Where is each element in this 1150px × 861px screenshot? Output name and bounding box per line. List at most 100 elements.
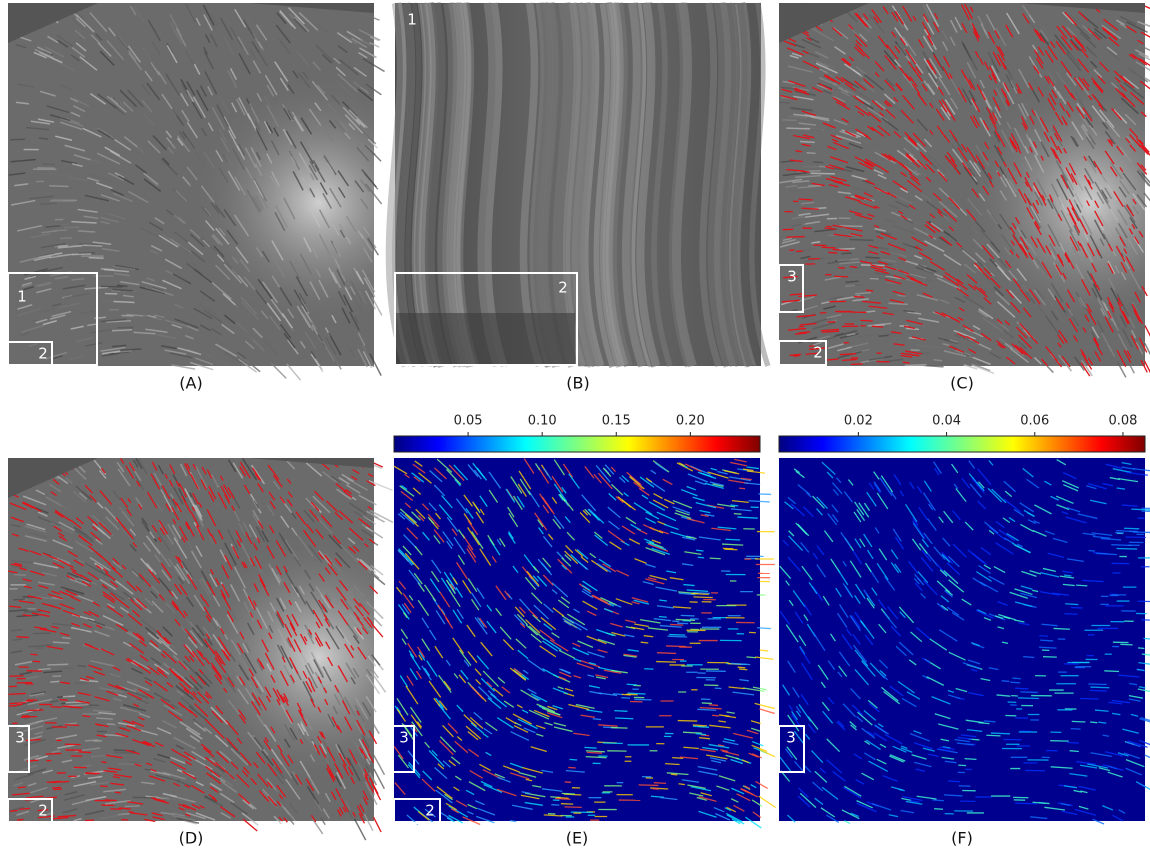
- streak: [657, 653, 676, 654]
- detected-fibril: [17, 819, 24, 820]
- fibril: [60, 238, 72, 239]
- fibril: [63, 696, 75, 697]
- streak: [1012, 678, 1020, 679]
- figure: 12(A)12(B)32(C)32(D)32(E)0.050.100.150.2…: [0, 0, 1150, 861]
- streak: [712, 715, 719, 716]
- colorbar-tick-label: 0.15: [602, 414, 631, 429]
- streak: [641, 642, 649, 643]
- detected-fibril: [110, 809, 121, 810]
- colorbar-tick-label: 0.20: [676, 414, 705, 429]
- fibril: [113, 302, 134, 303]
- streak: [1071, 729, 1081, 730]
- detected-fibril: [31, 654, 38, 655]
- panel-label: 1: [407, 11, 417, 29]
- fibril: [112, 330, 132, 331]
- detected-fibril: [860, 320, 872, 321]
- streak: [1080, 698, 1099, 699]
- detected-fibril: [105, 800, 117, 801]
- detected-fibril: [100, 786, 108, 787]
- streak: [1104, 671, 1119, 672]
- streak: [666, 646, 686, 647]
- streak: [1067, 742, 1079, 743]
- detected-fibril: [828, 252, 837, 253]
- streak: [1138, 648, 1144, 649]
- streak: [760, 650, 769, 651]
- fibril: [786, 128, 809, 129]
- fibril: [58, 245, 68, 246]
- detected-fibril: [51, 707, 62, 708]
- fibril: [811, 173, 835, 174]
- fibril: [48, 188, 74, 189]
- detected-fibril: [786, 237, 804, 238]
- streak: [1120, 644, 1132, 645]
- region-label: 2: [38, 345, 48, 363]
- streak: [725, 539, 740, 540]
- fibril: [42, 164, 55, 165]
- region-label: 3: [787, 268, 797, 286]
- streak: [611, 728, 628, 729]
- streak: [584, 747, 596, 748]
- fibril: [89, 258, 104, 259]
- fibril: [866, 311, 875, 312]
- detected-fibril: [838, 268, 845, 269]
- streak: [593, 719, 601, 720]
- fibril: [47, 664, 68, 665]
- streak: [1015, 803, 1037, 804]
- streak: [670, 624, 683, 625]
- streak: [1088, 550, 1095, 551]
- fibril: [813, 162, 823, 163]
- bright-region: [8, 3, 374, 366]
- fibril: [125, 806, 140, 807]
- fibril: [75, 683, 88, 684]
- fibril: [839, 249, 855, 250]
- streak: [1018, 698, 1039, 699]
- streak: [746, 657, 756, 658]
- colorbar-tick-label: 0.05: [454, 414, 483, 429]
- detected-fibril: [793, 356, 799, 357]
- fibril: [11, 567, 27, 568]
- streak: [603, 743, 623, 744]
- streak: [615, 718, 633, 719]
- detected-fibril: [1145, 326, 1150, 338]
- panel: 32: [393, 458, 776, 828]
- streak: [555, 798, 570, 799]
- panel: 32: [779, 3, 1150, 377]
- streak: [1023, 657, 1034, 658]
- streak: [665, 764, 679, 765]
- detected-fibril: [115, 792, 121, 793]
- streak: [1039, 636, 1048, 637]
- detected-fibril: [27, 710, 44, 711]
- fibril: [905, 365, 927, 366]
- detected-fibril: [59, 700, 67, 701]
- streak: [659, 616, 667, 617]
- streak: [1010, 682, 1020, 683]
- panel: 12: [390, 3, 768, 366]
- streak: [587, 752, 602, 753]
- fibril: [839, 218, 851, 219]
- detected-fibril: [826, 226, 831, 227]
- fibril: [83, 245, 103, 246]
- streak: [1015, 688, 1028, 689]
- streak: [693, 725, 707, 726]
- panel: 12: [8, 3, 385, 380]
- panel-caption: (C): [950, 374, 974, 393]
- detected-fibril: [822, 247, 836, 248]
- detected-fibril: [46, 753, 62, 754]
- streak: [1065, 614, 1078, 615]
- detected-fibril: [52, 787, 61, 788]
- detected-fibril: [33, 661, 41, 662]
- fibril: [850, 239, 874, 240]
- colorbar: [394, 436, 760, 452]
- streak: [627, 684, 637, 685]
- fibril: [865, 257, 879, 258]
- streak: [702, 703, 712, 704]
- streak: [698, 557, 704, 558]
- streak: [934, 809, 943, 810]
- detected-fibril: [78, 752, 91, 753]
- detected-fibril: [128, 812, 133, 813]
- fibril: [373, 617, 382, 627]
- region-label: 2: [425, 802, 435, 820]
- region-label: 2: [813, 344, 823, 362]
- streak: [1053, 628, 1069, 629]
- fibril: [868, 277, 890, 278]
